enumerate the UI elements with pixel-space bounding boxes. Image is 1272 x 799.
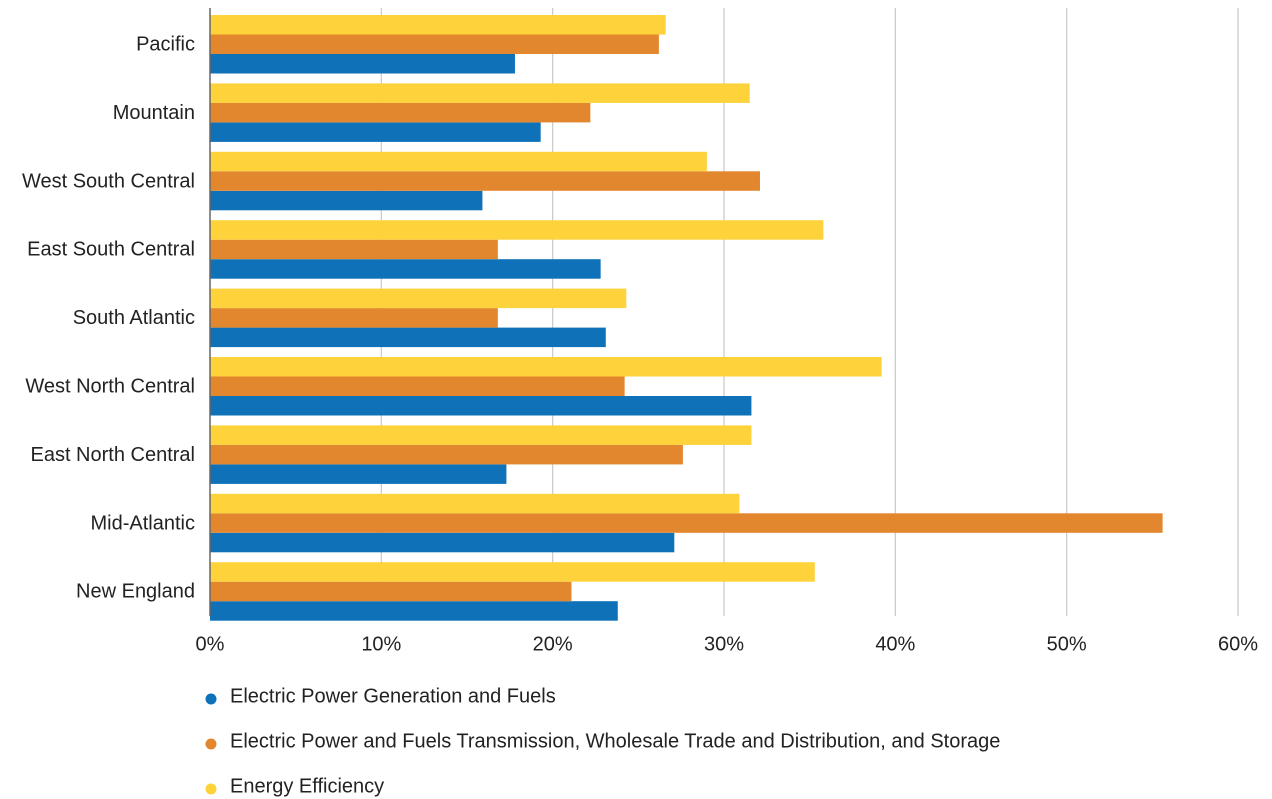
- bar: [210, 444, 683, 465]
- x-tick-label: 10%: [361, 633, 401, 655]
- bar: [210, 601, 618, 621]
- y-tick-label: Pacific: [136, 33, 195, 55]
- bar: [210, 513, 1163, 533]
- x-tick-label: 30%: [704, 633, 744, 655]
- bar: [210, 357, 882, 377]
- y-tick-label: East South Central: [27, 239, 195, 261]
- y-tick-label: West North Central: [25, 375, 195, 397]
- bar: [210, 327, 606, 348]
- bar: [210, 425, 752, 445]
- bar: [210, 34, 659, 54]
- bar: [210, 288, 627, 309]
- x-tick-label: 0%: [196, 633, 225, 655]
- bar: [210, 15, 666, 35]
- bar: [210, 171, 760, 191]
- legend-marker: [205, 783, 217, 795]
- y-tick-label: Mountain: [113, 102, 195, 124]
- legend-marker: [205, 738, 217, 750]
- y-tick-label: New England: [76, 581, 195, 603]
- y-tick-label: Mid-Atlantic: [91, 512, 195, 534]
- legend-label: Electric Power and Fuels Transmission, W…: [230, 730, 1000, 752]
- bar: [210, 190, 483, 211]
- bar: [210, 581, 572, 602]
- bar: [210, 151, 707, 172]
- bar: [210, 259, 601, 279]
- legend-marker: [205, 693, 217, 705]
- x-tick-label: 40%: [875, 633, 915, 655]
- bar: [210, 102, 591, 123]
- bar: [210, 376, 625, 396]
- y-tick-label: West South Central: [22, 170, 195, 192]
- bar: [210, 54, 515, 74]
- x-tick-label: 50%: [1047, 633, 1087, 655]
- y-tick-label: East North Central: [30, 444, 195, 466]
- bar: [210, 239, 498, 260]
- bar: [210, 220, 824, 240]
- bar: [210, 532, 675, 553]
- bar: [210, 562, 815, 582]
- bar: [210, 83, 750, 103]
- bar: [210, 122, 541, 142]
- bar: [210, 396, 752, 416]
- bar: [210, 308, 498, 328]
- legend-label: Electric Power Generation and Fuels: [230, 685, 556, 707]
- x-tick-label: 60%: [1218, 633, 1258, 655]
- x-tick-label: 20%: [533, 633, 573, 655]
- legend-label: Energy Efficiency: [230, 775, 384, 797]
- y-tick-label: South Atlantic: [73, 307, 195, 329]
- bar: [210, 464, 507, 484]
- bar: [210, 493, 740, 514]
